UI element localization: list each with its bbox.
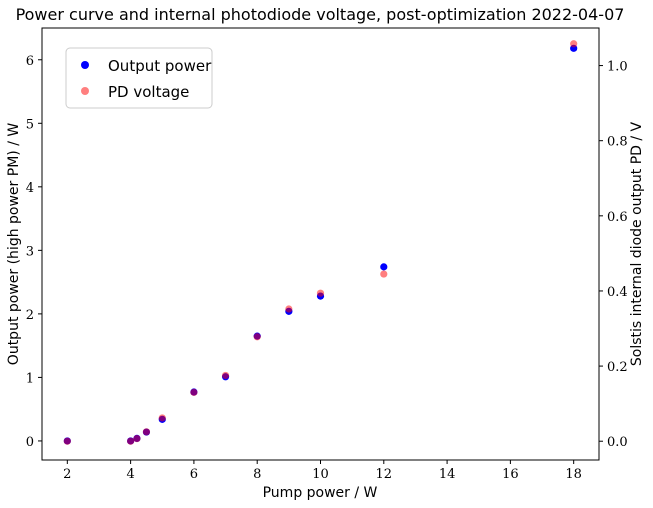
data-point-pd-voltage [190, 388, 198, 396]
y-right-tick-label: 0.2 [607, 360, 628, 375]
data-point-pd-voltage [253, 333, 261, 341]
data-points [63, 40, 578, 445]
x-tick-label: 12 [376, 467, 393, 482]
y-left-tick-label: 3 [26, 244, 34, 259]
y-left-tick-label: 5 [26, 117, 34, 132]
legend-label-pd-voltage: PD voltage [108, 83, 189, 101]
data-point-pd-voltage [221, 371, 230, 380]
data-point-pd-voltage [285, 305, 293, 313]
y-right-tick-label: 0.4 [607, 285, 628, 300]
legend-marker-output-power [81, 61, 89, 69]
data-point-output-power [380, 263, 388, 271]
legend: Output power PD voltage [65, 47, 213, 109]
x-axis-label: Pump power / W [263, 485, 378, 501]
data-point-pd-voltage [142, 428, 151, 436]
y-right-tick-label: 0.8 [607, 135, 628, 150]
data-point-pd-voltage [127, 437, 135, 445]
x-tick-label: 14 [439, 467, 456, 482]
x-tick-label: 18 [565, 467, 582, 482]
y-axis-left-label: Output power (high power PM) / W [6, 123, 22, 366]
chart-title: Power curve and internal photodiode volt… [16, 5, 625, 24]
y-left-tick-label: 4 [26, 181, 34, 196]
x-axis: 2 4 6 8 10 12 14 16 18 [63, 460, 582, 482]
y-axis-right-label: Solstis internal diode output PD / V [629, 121, 645, 366]
y-right-tick-label: 0.6 [607, 210, 628, 225]
data-point-pd-voltage [63, 437, 71, 445]
x-tick-label: 16 [502, 467, 519, 482]
y-right-tick-label: 1.0 [607, 60, 628, 75]
legend-box [65, 47, 213, 109]
data-point-pd-voltage [158, 414, 166, 422]
data-point-pd-voltage [570, 40, 578, 48]
x-tick-label: 10 [312, 467, 329, 482]
legend-marker-pd-voltage [81, 87, 89, 95]
y-left-tick-label: 1 [26, 371, 34, 386]
data-point-pd-voltage [380, 270, 388, 278]
data-point-pd-voltage [316, 289, 325, 297]
y-axis-right: 0.0 0.2 0.4 0.6 0.8 1.0 [599, 60, 628, 450]
x-tick-label: 4 [126, 467, 134, 482]
y-axis-left: 0 1 2 3 4 5 6 [26, 54, 42, 450]
y-right-tick-label: 0.0 [607, 435, 628, 450]
legend-label-output-power: Output power [108, 57, 212, 75]
y-left-tick-label: 2 [26, 308, 34, 323]
x-tick-label: 8 [253, 467, 261, 482]
data-point-pd-voltage [133, 434, 141, 443]
x-tick-label: 2 [63, 467, 71, 482]
y-left-tick-label: 0 [26, 435, 34, 450]
y-left-tick-label: 6 [26, 54, 34, 69]
x-tick-label: 6 [190, 467, 198, 482]
